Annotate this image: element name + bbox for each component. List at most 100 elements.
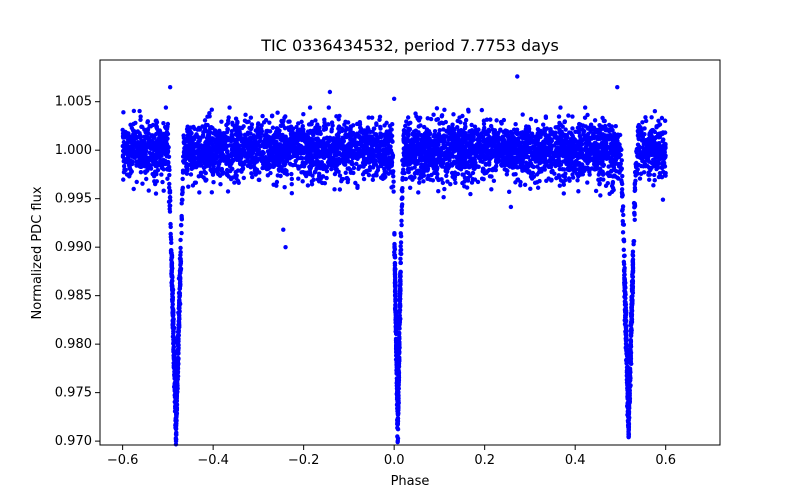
data-point <box>300 179 305 184</box>
data-point <box>221 135 226 140</box>
y-tick-label: 0.975 <box>55 386 92 401</box>
data-point <box>127 158 133 163</box>
data-point <box>324 143 330 148</box>
data-point <box>662 118 668 123</box>
data-point <box>585 136 591 141</box>
data-point <box>138 114 143 119</box>
data-point <box>156 129 161 134</box>
data-point <box>398 243 403 249</box>
data-point <box>488 117 493 122</box>
data-point <box>138 170 144 175</box>
data-point <box>361 176 367 182</box>
data-point <box>656 118 661 123</box>
x-axis-ticks: −0.6 −0.4 −0.2 0.0 0.2 0.4 0.6 <box>107 445 676 468</box>
data-point <box>399 251 404 257</box>
data-point <box>383 153 388 158</box>
data-point <box>181 140 187 146</box>
data-point <box>509 141 515 147</box>
data-point <box>557 120 562 126</box>
data-point <box>506 154 512 159</box>
data-point <box>283 114 288 119</box>
data-point <box>420 138 425 143</box>
data-point <box>522 182 528 187</box>
data-point <box>318 151 324 156</box>
data-point <box>389 163 394 169</box>
data-point <box>294 150 299 155</box>
data-point <box>252 138 257 144</box>
data-point <box>218 181 223 187</box>
data-point <box>127 166 132 171</box>
data-point <box>630 249 636 254</box>
data-point <box>449 163 455 168</box>
data-point <box>249 174 255 180</box>
data-point <box>436 177 441 183</box>
data-point <box>375 135 381 141</box>
data-point <box>416 168 421 173</box>
data-point <box>287 161 293 166</box>
data-point <box>336 151 342 157</box>
data-point <box>585 180 590 185</box>
data-point <box>193 180 199 185</box>
data-point <box>405 132 411 137</box>
data-point <box>179 201 184 206</box>
data-point <box>617 163 623 169</box>
data-point <box>344 176 349 181</box>
data-point <box>640 134 646 140</box>
data-point <box>266 157 272 163</box>
data-point <box>592 141 597 146</box>
data-point <box>643 115 648 120</box>
data-point <box>196 139 201 144</box>
data-point <box>647 172 653 177</box>
data-point <box>533 118 539 124</box>
data-point <box>495 132 500 137</box>
data-point <box>209 107 214 112</box>
data-point <box>168 198 173 203</box>
data-point <box>463 144 469 149</box>
data-point <box>402 129 408 134</box>
data-point <box>346 159 351 164</box>
data-point <box>520 146 525 151</box>
data-point <box>212 128 218 133</box>
data-point <box>584 142 589 148</box>
data-point <box>371 126 377 131</box>
data-point <box>125 153 131 158</box>
data-point <box>369 115 375 120</box>
data-point <box>179 213 184 219</box>
data-point <box>407 185 413 190</box>
data-point <box>451 112 456 117</box>
data-point <box>421 170 426 175</box>
data-point <box>582 105 588 110</box>
data-point <box>167 206 172 212</box>
data-point <box>164 161 170 166</box>
data-point <box>363 161 368 167</box>
data-point <box>286 125 291 130</box>
data-point <box>329 166 334 172</box>
data-point <box>442 155 448 161</box>
data-point <box>542 156 548 161</box>
data-point <box>390 139 395 144</box>
data-point <box>198 159 203 165</box>
data-point <box>167 203 172 209</box>
data-point <box>408 120 413 125</box>
data-point <box>179 217 185 222</box>
data-point <box>651 172 657 178</box>
data-point <box>428 177 433 182</box>
data-point <box>225 127 231 132</box>
data-point <box>468 191 473 197</box>
data-point <box>650 157 656 162</box>
data-point <box>447 158 452 163</box>
data-point <box>159 163 165 169</box>
data-point <box>652 163 657 169</box>
data-point <box>168 224 173 230</box>
data-point <box>257 177 262 183</box>
data-point <box>274 183 279 188</box>
data-point <box>226 174 232 179</box>
data-point <box>165 176 170 181</box>
data-point <box>441 194 446 200</box>
data-point <box>525 138 530 143</box>
data-point <box>290 129 295 134</box>
data-point <box>570 114 575 119</box>
data-point <box>620 208 625 213</box>
data-point <box>636 136 642 142</box>
scatter-points <box>120 74 668 447</box>
